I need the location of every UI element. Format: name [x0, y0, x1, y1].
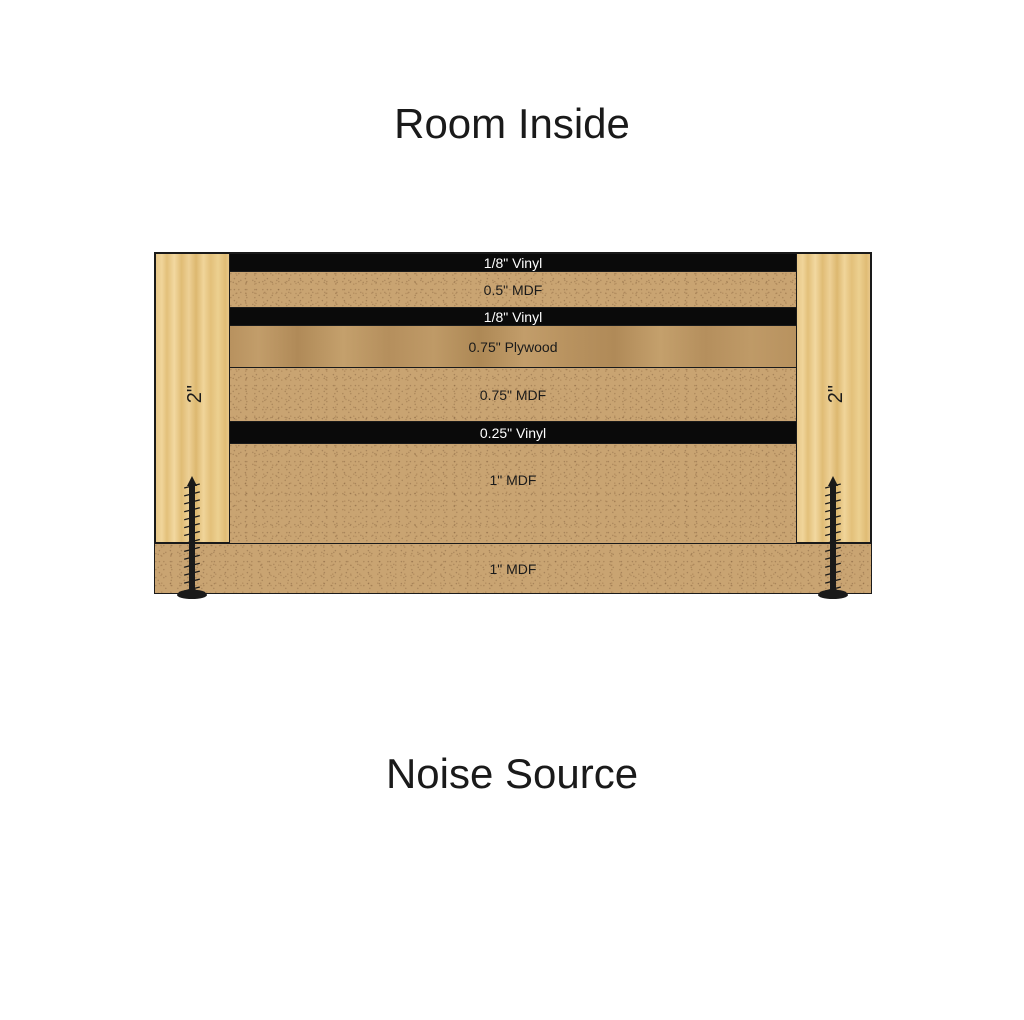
title-bottom: Noise Source: [0, 750, 1024, 798]
stud-label-right: 2": [825, 385, 848, 403]
layer-label-vinyl-2: 1/8" Vinyl: [484, 309, 542, 325]
layer-label-vinyl-1: 1/8" Vinyl: [484, 255, 542, 271]
wall-cross-section: 1/8" Vinyl 0.5" MDF 1/8" Vinyl 0.75" Plywoo…: [155, 253, 871, 593]
layer-label-mdf-1b: 1" MDF: [490, 561, 537, 577]
layer-vinyl-3: 0.25" Vinyl: [230, 421, 796, 443]
layer-mdf-1a: 1" MDF: [230, 443, 796, 515]
layer-gap: [230, 515, 796, 543]
layer-label-mdf-075: 0.75" MDF: [480, 387, 546, 403]
layer-label-vinyl-3: 0.25" Vinyl: [480, 425, 546, 441]
layer-label-plywood: 0.75" Plywood: [468, 339, 557, 355]
layer-mdf-1b: 1" MDF: [155, 543, 871, 593]
title-top: Room Inside: [0, 100, 1024, 148]
layer-label-mdf-05: 0.5" MDF: [484, 282, 543, 298]
layer-vinyl-1: 1/8" Vinyl: [230, 253, 796, 271]
screw-left: [173, 472, 211, 603]
layer-mdf-05: 0.5" MDF: [230, 271, 796, 307]
layer-plywood: 0.75" Plywood: [230, 325, 796, 367]
screw-right: [814, 472, 852, 603]
layer-label-mdf-1a: 1" MDF: [490, 472, 537, 488]
layer-mdf-075: 0.75" MDF: [230, 367, 796, 421]
stud-label-left: 2": [184, 385, 207, 403]
layer-vinyl-2: 1/8" Vinyl: [230, 307, 796, 325]
